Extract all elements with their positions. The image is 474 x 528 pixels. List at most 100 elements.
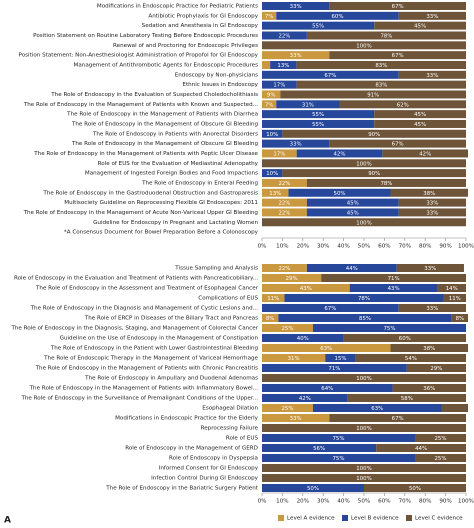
- bar-segment: [364, 484, 466, 492]
- value-label: 55%: [312, 24, 324, 30]
- value-label: 43%: [388, 286, 400, 292]
- x-tick-label: 100%: [458, 499, 474, 505]
- bar-segment: [313, 324, 466, 332]
- bar-segment: [443, 294, 466, 302]
- legend-swatch: [278, 515, 284, 521]
- value-label: 75%: [333, 436, 345, 442]
- value-label: 29%: [430, 366, 442, 372]
- bar-segment: [398, 208, 466, 217]
- bar-segment: [390, 188, 469, 197]
- x-tick-label: 0%: [258, 499, 267, 505]
- y-tick-label: The Role of Endoscopy in the Bariatric S…: [105, 486, 259, 492]
- value-label: 11%: [449, 296, 461, 302]
- value-label: 33%: [426, 210, 438, 216]
- y-tick-label: The Role of Endoscopy in the Management …: [23, 210, 259, 216]
- y-tick-label: The Role of Endoscopy in Patients with A…: [92, 131, 258, 137]
- bar-segment: [296, 149, 383, 158]
- bar-segment: [398, 304, 466, 312]
- y-tick-label: The Role of Endoscopy in the Diagnosis a…: [30, 306, 259, 312]
- bar-segment: [415, 454, 466, 462]
- value-label: 50%: [307, 486, 319, 492]
- y-tick-label: Role of EUS: [226, 436, 259, 442]
- y-tick-label: The Role of Endoscopy in the Management …: [71, 141, 258, 147]
- value-label: 33%: [290, 53, 302, 59]
- value-label: 56%: [313, 446, 325, 452]
- y-tick-label: The Role of ERCP in Diseases of the Bili…: [84, 316, 258, 322]
- bar-segment: [398, 11, 466, 20]
- value-label: 43%: [300, 286, 312, 292]
- bar-segment: [262, 80, 297, 89]
- bar-segment: [306, 198, 399, 207]
- bar-segment: [339, 100, 466, 109]
- bar-segment: [262, 149, 297, 158]
- bar-segment: [280, 90, 466, 99]
- y-tick-label: The Role of Endoscopic Therapy in the Ma…: [43, 356, 258, 362]
- y-tick-label: The Role of Endoscopy in the Management …: [35, 366, 258, 372]
- value-label: 8%: [456, 316, 465, 322]
- y-tick-label: Position Statement: Non-Anesthesiologist…: [19, 53, 259, 59]
- value-label: 25%: [282, 406, 294, 412]
- bar-segment: [284, 294, 444, 302]
- value-label: 42%: [334, 151, 346, 157]
- value-label: 50%: [409, 486, 421, 492]
- bar-segment: [262, 178, 307, 187]
- value-label: 25%: [435, 456, 447, 462]
- value-label: 17%: [273, 83, 285, 89]
- value-label: 13%: [269, 191, 281, 197]
- y-tick-label: Reprocessing Failure: [201, 426, 259, 432]
- value-label: 100%: [356, 376, 371, 382]
- value-label: 9%: [267, 92, 276, 98]
- bar-segment: [382, 149, 469, 158]
- bar-segment: [306, 31, 466, 40]
- value-label: 67%: [392, 142, 404, 148]
- y-tick-label: Guideline for Endoscopy in Pregnant and …: [93, 220, 258, 226]
- value-label: 100%: [356, 476, 371, 482]
- value-label: 67%: [324, 73, 336, 79]
- value-label: 15%: [335, 356, 347, 362]
- bar-segment: [392, 384, 466, 392]
- x-tick-label: 0%: [258, 244, 267, 250]
- bar-segment: [329, 2, 466, 10]
- bar-segment: [262, 188, 289, 197]
- value-label: 67%: [392, 4, 404, 10]
- x-tick-label: 70%: [399, 499, 411, 505]
- bar-segment: [270, 60, 297, 69]
- x-tick-label: 90%: [439, 499, 451, 505]
- y-tick-label: The Role of Endoscopy in the Gastroduode…: [42, 190, 258, 196]
- bar-segment: [262, 11, 277, 20]
- bar-segment: [262, 404, 313, 412]
- y-tick-label: Management of Ingested Foreign Bodies an…: [85, 171, 258, 177]
- bar-segment: [374, 119, 466, 128]
- y-tick-label: The Role of Endoscopy in the Surveillanc…: [20, 396, 258, 402]
- value-label: 25%: [435, 436, 447, 442]
- value-label: 40%: [297, 336, 309, 342]
- bar-segment: [278, 314, 452, 322]
- bar-segment: [262, 474, 466, 482]
- bar-segment: [262, 424, 466, 432]
- y-tick-label: Modifications in Endoscopic Practice for…: [97, 4, 258, 10]
- legend-label: Level A evidence: [287, 516, 335, 522]
- value-label: 45%: [414, 122, 426, 128]
- value-label: 78%: [380, 33, 392, 39]
- bar-segment: [262, 284, 350, 292]
- value-label: 22%: [278, 33, 290, 39]
- value-label: 8%: [266, 316, 275, 322]
- value-label: 85%: [359, 316, 371, 322]
- bar-segment: [306, 264, 397, 272]
- value-label: 31%: [288, 356, 300, 362]
- x-tick-label: 100%: [458, 244, 474, 250]
- bar-segment: [406, 364, 466, 372]
- y-tick-label: The Role of Endoscopy in the Management …: [29, 386, 259, 392]
- value-label: 25%: [282, 326, 294, 332]
- bar-segment: [262, 159, 466, 168]
- bar-segment: [262, 414, 330, 422]
- y-tick-label: Modifications in Endoscopic Practice for…: [115, 416, 259, 422]
- value-label: 10%: [266, 132, 278, 138]
- value-label: 78%: [358, 296, 370, 302]
- bar-segment: [262, 110, 375, 119]
- value-label: 67%: [392, 53, 404, 59]
- value-label: 17%: [273, 151, 285, 157]
- bar-segment: [329, 414, 466, 422]
- value-label: 11%: [267, 296, 279, 302]
